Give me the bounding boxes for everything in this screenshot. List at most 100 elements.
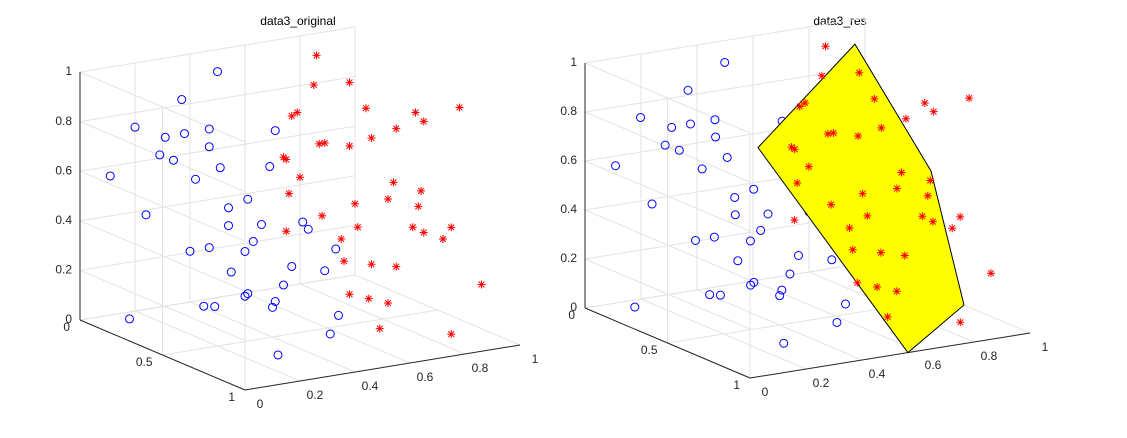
point <box>660 140 670 150</box>
axis-line <box>79 319 246 391</box>
z-tick-label: 0.8 <box>55 114 72 128</box>
point <box>447 330 456 339</box>
point <box>248 237 258 246</box>
point <box>417 186 425 195</box>
z-tick-label: 1 <box>65 64 72 78</box>
point <box>312 51 321 60</box>
point <box>226 267 236 277</box>
axis-line <box>584 307 751 379</box>
point <box>901 114 910 123</box>
grid-line <box>79 121 246 193</box>
point <box>160 132 170 142</box>
point <box>287 261 297 271</box>
z-tick-label: 0.8 <box>560 104 577 118</box>
point <box>331 244 341 254</box>
grid-line <box>584 111 751 183</box>
point <box>777 285 787 295</box>
point <box>710 115 720 125</box>
point <box>105 171 115 181</box>
point <box>345 141 354 150</box>
point <box>340 257 348 266</box>
point <box>892 184 901 193</box>
point <box>785 269 795 279</box>
point <box>240 291 250 301</box>
grid-line <box>584 262 866 309</box>
point <box>337 234 346 243</box>
z-tick-label: 0 <box>570 300 577 314</box>
y-tick-label: 1 <box>733 378 740 392</box>
point <box>439 235 447 243</box>
point <box>345 290 354 299</box>
point <box>749 277 759 287</box>
point <box>841 299 850 309</box>
point <box>870 94 879 103</box>
point <box>155 150 165 160</box>
point <box>848 245 857 254</box>
x-tick-label: 0.8 <box>472 361 489 375</box>
point <box>745 236 755 246</box>
z-tick-label: 0.6 <box>560 153 577 167</box>
y-tick-label: 0 <box>568 308 575 322</box>
point <box>210 302 220 312</box>
grid-line <box>584 62 751 134</box>
point <box>733 256 743 266</box>
point <box>793 178 802 187</box>
point <box>408 223 417 232</box>
point <box>722 152 732 162</box>
decision-plane <box>757 43 965 354</box>
point <box>384 299 392 307</box>
grid-line <box>162 309 438 356</box>
x-tick-label: 0.4 <box>869 367 886 381</box>
point <box>821 42 830 51</box>
point <box>191 174 200 184</box>
grid-line <box>584 17 866 64</box>
point <box>285 189 293 198</box>
grid-line <box>584 258 751 330</box>
point <box>636 113 646 123</box>
point <box>224 221 233 231</box>
grid-line <box>79 71 246 143</box>
point <box>683 85 693 95</box>
point <box>794 251 803 260</box>
point <box>320 266 330 276</box>
point <box>817 71 826 80</box>
point <box>756 225 766 235</box>
point <box>282 155 291 164</box>
point <box>948 224 957 233</box>
point <box>309 80 318 89</box>
grid-line <box>79 224 356 271</box>
x-tick-label: 0 <box>257 397 264 411</box>
point <box>296 173 304 182</box>
point <box>795 102 804 111</box>
point <box>823 129 832 138</box>
point <box>141 210 151 220</box>
grid-line <box>79 170 246 242</box>
point <box>419 117 428 126</box>
point <box>177 95 187 105</box>
point <box>892 287 901 296</box>
point <box>873 283 882 292</box>
z-tick-label: 0.2 <box>560 251 577 265</box>
grid-line <box>79 220 246 292</box>
point <box>715 290 725 300</box>
point <box>965 94 974 103</box>
z-tick-label: 0.2 <box>55 263 72 277</box>
point <box>853 278 862 287</box>
point <box>334 310 343 320</box>
z-tick-label: 0.6 <box>55 163 72 177</box>
point <box>362 104 370 113</box>
point <box>320 139 329 147</box>
z-tick-label: 0.4 <box>560 202 577 216</box>
point <box>877 123 886 132</box>
grid-line <box>79 125 356 172</box>
point <box>697 164 707 174</box>
point <box>730 210 740 220</box>
point <box>929 107 938 116</box>
point <box>414 202 423 211</box>
point <box>686 119 695 129</box>
point <box>180 129 189 139</box>
point <box>630 302 640 312</box>
point <box>611 161 620 171</box>
point <box>920 99 929 108</box>
point <box>709 232 719 242</box>
